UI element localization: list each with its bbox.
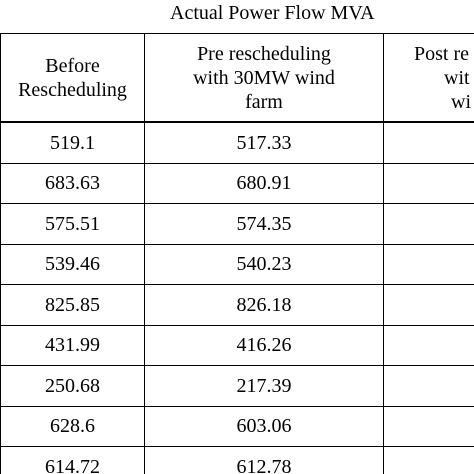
table-row: 539.46 540.23 <box>0 244 474 285</box>
cell-post <box>383 284 474 326</box>
cell-before: 250.68 <box>0 365 145 407</box>
cell-pre: 217.39 <box>144 365 384 407</box>
header-before-line-2: Rescheduling <box>18 78 127 101</box>
cell-post <box>383 406 474 447</box>
table-row: 628.6 603.06 <box>0 406 474 447</box>
cell-post <box>383 203 474 245</box>
cell-pre: 517.33 <box>144 122 384 164</box>
cell-post <box>383 122 474 164</box>
cell-post <box>383 244 474 285</box>
header-row: Before Rescheduling Pre rescheduling wit… <box>0 33 474 123</box>
header-pre-line-1: Pre rescheduling <box>197 42 331 65</box>
header-post-rescheduling: Post re wit wi <box>383 33 474 123</box>
cell-pre: 574.35 <box>144 203 384 245</box>
table-caption: Actual Power Flow MVA <box>170 2 375 24</box>
cell-before: 614.72 <box>0 446 145 474</box>
cell-before: 519.1 <box>0 122 145 164</box>
table-row: 575.51 574.35 <box>0 203 474 245</box>
header-post-line-2: wit <box>444 66 470 89</box>
cell-before: 539.46 <box>0 244 145 285</box>
cell-before: 575.51 <box>0 203 145 245</box>
header-before-line-1: Before <box>45 54 100 77</box>
cell-before: 683.63 <box>0 163 145 204</box>
header-pre-rescheduling: Pre rescheduling with 30MW wind farm <box>144 33 384 123</box>
cell-post <box>383 446 474 474</box>
header-post-line-3: wi <box>451 90 471 113</box>
cell-pre: 680.91 <box>144 163 384 204</box>
table-row: 614.72 612.78 <box>0 446 474 474</box>
power-flow-table: Before Rescheduling Pre rescheduling wit… <box>0 33 474 474</box>
cell-before: 431.99 <box>0 325 145 366</box>
table-row: 683.63 680.91 <box>0 163 474 204</box>
header-before-rescheduling: Before Rescheduling <box>0 33 145 123</box>
cell-post <box>383 325 474 366</box>
cell-pre: 826.18 <box>144 284 384 326</box>
table-row: 825.85 826.18 <box>0 284 474 326</box>
cell-pre: 612.78 <box>144 446 384 474</box>
cell-before: 825.85 <box>0 284 145 326</box>
cell-pre: 416.26 <box>144 325 384 366</box>
header-pre-line-2: with 30MW wind <box>193 66 335 89</box>
cell-pre: 603.06 <box>144 406 384 447</box>
table-row: 519.1 517.33 <box>0 122 474 164</box>
cell-pre: 540.23 <box>144 244 384 285</box>
table-row: 431.99 416.26 <box>0 325 474 366</box>
header-post-line-1: Post re <box>414 42 469 65</box>
table-row: 250.68 217.39 <box>0 365 474 407</box>
cell-post <box>383 163 474 204</box>
cell-before: 628.6 <box>0 406 145 447</box>
cell-post <box>383 365 474 407</box>
header-pre-line-3: farm <box>245 90 283 113</box>
